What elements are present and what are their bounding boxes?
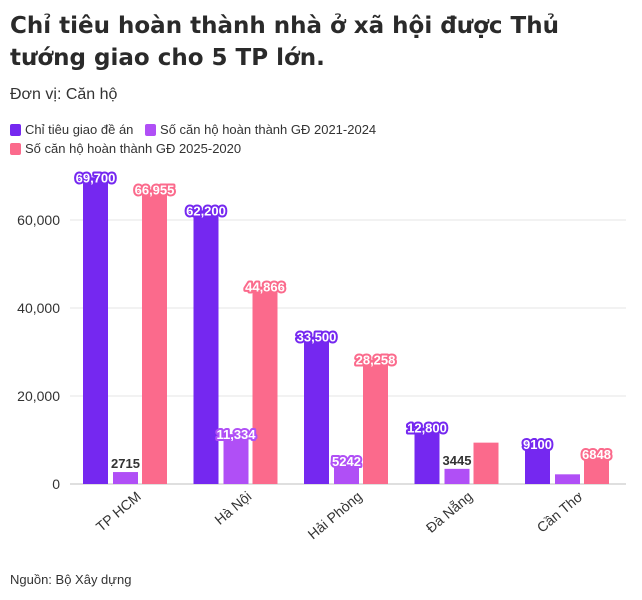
bar	[363, 359, 388, 484]
y-tick-label: 60,000	[17, 212, 60, 228]
legend-label-target: Chỉ tiêu giao đề án	[25, 122, 134, 137]
data-label: 12,800	[407, 421, 447, 436]
bar	[414, 427, 440, 484]
source-note: Nguồn: Bộ Xây dựng	[10, 572, 132, 587]
x-tick-label: TP HCM	[93, 488, 144, 535]
data-label: 2715	[111, 456, 140, 471]
bar	[223, 434, 249, 484]
bar	[525, 443, 550, 484]
legend-label-completed-2021-2024: Số căn hộ hoàn thành GĐ 2021-2024	[160, 122, 377, 137]
data-label: 62,200	[186, 203, 226, 218]
legend-item-completed-2025-2020: Số căn hộ hoàn thành GĐ 2025-2020	[10, 139, 241, 158]
x-tick-label: Hà Nội	[211, 488, 254, 528]
data-label: 11,334	[216, 427, 256, 442]
legend: Chỉ tiêu giao đề án Số căn hộ hoàn thành…	[10, 120, 630, 158]
data-label: 6848	[582, 447, 611, 462]
bar	[304, 336, 329, 484]
y-tick-label: 40,000	[17, 300, 60, 316]
bar	[113, 472, 138, 484]
bar	[555, 474, 580, 484]
data-label: 33,500	[297, 330, 337, 345]
legend-swatch-completed-2021-2024	[145, 123, 157, 136]
data-label: 28,258	[356, 353, 396, 368]
legend-label-completed-2025-2020: Số căn hộ hoàn thành GĐ 2025-2020	[25, 141, 242, 156]
chart-subtitle: Đơn vị: Căn hộ	[10, 86, 118, 103]
data-label: 5242	[332, 454, 361, 469]
x-tick-label: Đà Nẵng	[423, 488, 476, 536]
bar	[252, 286, 278, 484]
bar	[444, 468, 470, 484]
bar	[142, 189, 167, 484]
data-label: 69,700	[76, 170, 116, 185]
bar-chart: 0 20,000 40,000 60,000 69,700 62,200 33,500 12,…	[17, 168, 626, 542]
legend-item-target: Chỉ tiêu giao đề án	[10, 120, 133, 139]
bar	[473, 442, 499, 484]
legend-swatch-completed-2025-2020	[10, 142, 21, 155]
bar	[334, 460, 359, 484]
data-label: 3445	[443, 453, 472, 468]
y-tick-label: 20,000	[17, 388, 60, 404]
data-label: 66,955	[135, 182, 175, 197]
bar	[193, 210, 219, 484]
legend-item-completed-2021-2024: Số căn hộ hoàn thành GĐ 2021-2024	[145, 120, 376, 139]
legend-swatch-target	[10, 123, 21, 136]
y-tick-label: 0	[52, 476, 60, 492]
chart-title: Chỉ tiêu hoàn thành nhà ở xã hội được Th…	[10, 13, 559, 71]
x-tick-label: Hải Phòng	[305, 488, 365, 542]
data-label: 9100	[523, 437, 552, 452]
bar	[83, 177, 108, 484]
data-label: 44,866	[245, 280, 285, 295]
bar	[584, 453, 609, 484]
x-tick-label: Cần Thơ	[534, 488, 586, 536]
